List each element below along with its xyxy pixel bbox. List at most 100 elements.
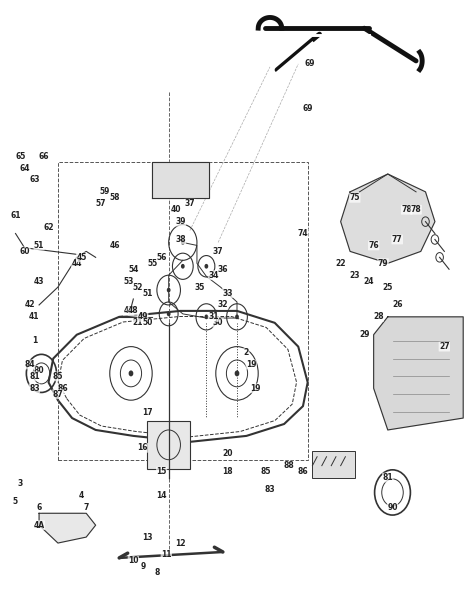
Text: 31: 31: [208, 312, 219, 321]
Text: 37: 37: [213, 247, 223, 256]
Text: 86: 86: [298, 467, 308, 476]
Text: 69: 69: [302, 104, 313, 113]
Text: 41: 41: [29, 312, 40, 321]
Text: 33: 33: [222, 289, 233, 298]
Text: 50: 50: [142, 318, 153, 327]
Circle shape: [204, 315, 208, 319]
Text: 83: 83: [264, 485, 275, 494]
Text: 77: 77: [392, 235, 402, 244]
Text: 16: 16: [137, 443, 148, 452]
Text: 3: 3: [18, 479, 23, 488]
Text: 78: 78: [410, 205, 421, 214]
Text: 43: 43: [34, 277, 45, 286]
Text: 60: 60: [20, 247, 30, 256]
Text: 80: 80: [34, 366, 45, 375]
Text: 62: 62: [43, 223, 54, 232]
Text: 42: 42: [25, 300, 35, 309]
Text: 87: 87: [53, 390, 64, 399]
Text: 53: 53: [123, 277, 134, 286]
Text: 6: 6: [36, 503, 42, 512]
Text: 12: 12: [175, 539, 186, 548]
Text: 11: 11: [161, 550, 172, 560]
Text: 84: 84: [24, 360, 35, 369]
Text: 44: 44: [72, 259, 82, 268]
Text: 1: 1: [32, 336, 37, 345]
Text: 49: 49: [137, 312, 148, 321]
Polygon shape: [39, 513, 96, 543]
Text: 26: 26: [392, 300, 402, 309]
Text: 52: 52: [133, 283, 143, 292]
Text: 78: 78: [401, 205, 412, 214]
Text: 79: 79: [378, 259, 388, 268]
Text: 56: 56: [156, 253, 167, 262]
Circle shape: [167, 288, 171, 292]
Polygon shape: [374, 317, 463, 430]
Circle shape: [181, 264, 185, 269]
Text: 83: 83: [29, 384, 40, 393]
Text: 21: 21: [133, 318, 143, 327]
Text: 39: 39: [175, 217, 186, 226]
Text: 7: 7: [83, 503, 89, 512]
Text: 58: 58: [109, 193, 120, 202]
Text: 25: 25: [383, 283, 393, 292]
Text: 14: 14: [156, 491, 167, 500]
Text: 2: 2: [244, 348, 249, 357]
Text: 69: 69: [305, 59, 315, 68]
Polygon shape: [152, 162, 209, 198]
Text: 20: 20: [222, 449, 233, 458]
Text: 5: 5: [13, 497, 18, 506]
Text: 55: 55: [147, 259, 157, 268]
Text: 27: 27: [439, 342, 450, 351]
Text: 48: 48: [128, 306, 138, 315]
Circle shape: [235, 315, 239, 319]
Text: 13: 13: [142, 533, 153, 542]
Text: 65: 65: [15, 152, 26, 161]
Circle shape: [181, 240, 185, 245]
Text: 59: 59: [100, 187, 110, 196]
Text: 51: 51: [34, 241, 44, 250]
Text: 90: 90: [387, 503, 398, 512]
Bar: [58, 162, 308, 460]
Text: 38: 38: [175, 235, 186, 244]
Text: 32: 32: [218, 300, 228, 309]
Text: 40: 40: [171, 205, 181, 214]
Text: 34: 34: [208, 271, 219, 280]
Text: 64: 64: [20, 163, 30, 173]
Text: 88: 88: [283, 461, 294, 470]
Text: 81: 81: [383, 473, 393, 482]
Text: 22: 22: [336, 259, 346, 268]
Text: 81: 81: [29, 372, 40, 381]
Text: 75: 75: [349, 193, 360, 202]
Text: 24: 24: [364, 277, 374, 286]
Circle shape: [235, 370, 239, 376]
Text: 4: 4: [79, 491, 84, 500]
Text: 51: 51: [142, 289, 153, 298]
Text: 18: 18: [222, 467, 233, 476]
Text: 85: 85: [260, 467, 271, 476]
Text: 28: 28: [373, 312, 383, 321]
Bar: [312, 451, 355, 478]
Text: 19: 19: [246, 360, 256, 369]
Text: 46: 46: [109, 241, 120, 250]
Text: 37: 37: [184, 199, 195, 208]
Text: 30: 30: [213, 318, 223, 327]
Bar: [147, 421, 190, 469]
Text: 63: 63: [29, 175, 40, 184]
Text: 8: 8: [154, 568, 160, 577]
Text: 9: 9: [140, 562, 146, 571]
Text: 4A: 4A: [34, 521, 45, 530]
Polygon shape: [341, 174, 435, 263]
Text: 61: 61: [10, 211, 21, 220]
Text: 17: 17: [142, 408, 153, 417]
Text: 76: 76: [368, 241, 379, 250]
Text: 74: 74: [298, 229, 308, 238]
Text: 45: 45: [76, 253, 87, 262]
Text: 54: 54: [128, 265, 138, 274]
Text: 10: 10: [128, 556, 138, 565]
Text: 36: 36: [218, 265, 228, 274]
Text: 86: 86: [57, 384, 68, 393]
Text: 35: 35: [194, 283, 204, 292]
Text: 57: 57: [95, 199, 106, 208]
Text: 15: 15: [156, 467, 167, 476]
Text: 29: 29: [359, 330, 369, 339]
